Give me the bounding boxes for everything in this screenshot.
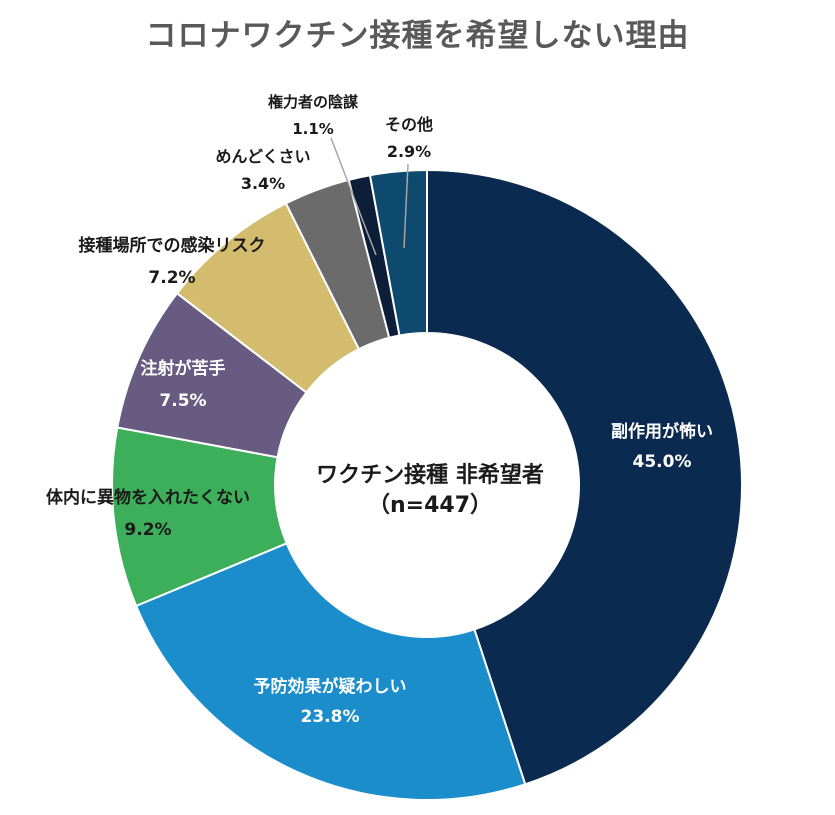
chart-title: コロナワクチン接種を希望しない理由	[145, 18, 690, 54]
slice-0	[426, 168, 743, 786]
leader-line-other	[403, 163, 409, 249]
slice-label-2: 体内に異物を入れたくない	[46, 487, 250, 508]
center-label: ワクチン接種 非希望者	[316, 462, 544, 488]
slice-value-4: 7.2%	[148, 268, 195, 288]
slice-value-5: 3.4%	[241, 174, 285, 193]
slice-value-0: 45.0%	[633, 452, 692, 472]
slice-7	[368, 168, 428, 337]
slice-label-3: 注射が苦手	[141, 358, 226, 379]
center-sub-label: （n=447）	[368, 493, 492, 518]
slice-value-2: 9.2%	[124, 520, 171, 540]
slice-value-1: 23.8%	[301, 707, 360, 727]
slice-label-0: 副作用が怖い	[611, 421, 713, 442]
leader-line-power	[330, 137, 377, 256]
slice-label-1: 予防効果が疑わしい	[254, 676, 407, 697]
slice-value-3: 7.5%	[159, 391, 206, 411]
slice-label-7: その他	[385, 115, 433, 134]
slice-1	[134, 542, 527, 801]
slice-label-5: めんどくさい	[215, 147, 310, 166]
slice-label-6: 権力者の陰謀	[268, 93, 359, 111]
slice-value-6: 1.1%	[292, 120, 334, 138]
slice-label-4: 接種場所での感染リスク	[79, 235, 266, 256]
slice-value-7: 2.9%	[387, 142, 431, 161]
